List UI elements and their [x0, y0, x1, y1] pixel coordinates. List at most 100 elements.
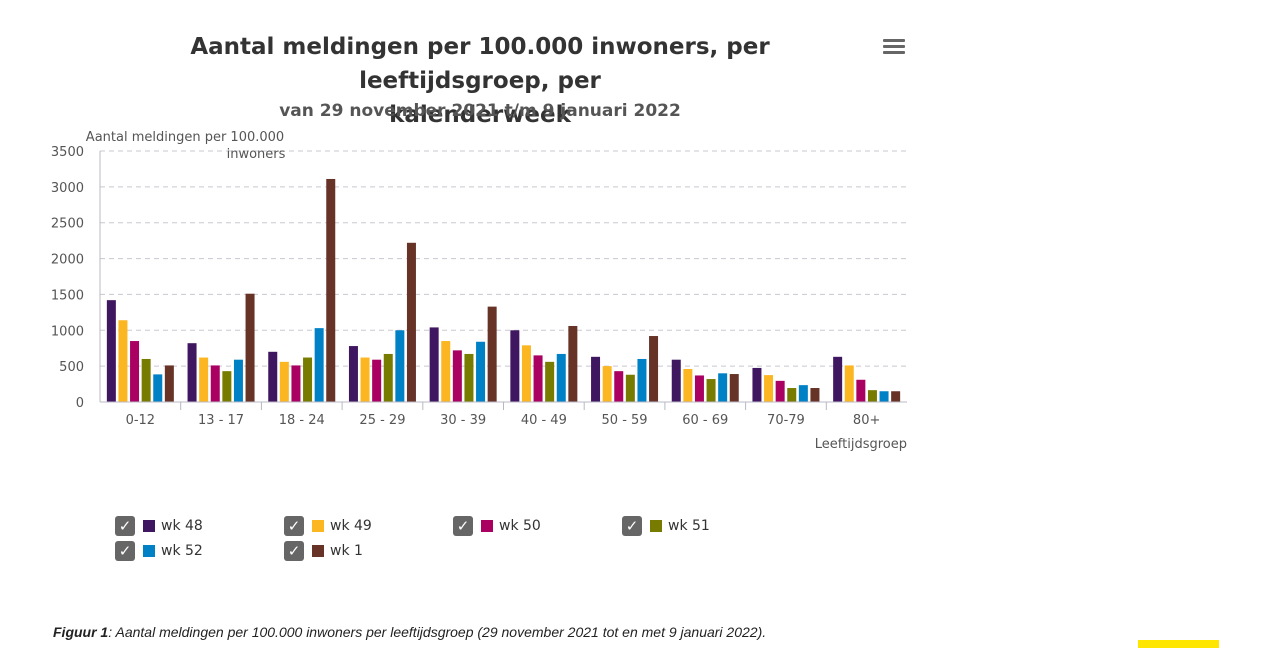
bar-wk1-0[interactable]: [164, 365, 174, 402]
bar-wk48-9[interactable]: [833, 356, 843, 402]
bar-wk49-9[interactable]: [844, 365, 854, 402]
bars: [106, 178, 901, 402]
bar-wk52-1[interactable]: [233, 359, 243, 402]
bar-wk52-0[interactable]: [153, 374, 163, 402]
hamburger-menu-icon: [883, 39, 905, 42]
bar-wk49-5[interactable]: [521, 345, 531, 402]
y-tick-label: 3500: [51, 145, 84, 160]
bar-wk52-6[interactable]: [637, 358, 647, 402]
bar-wk52-8[interactable]: [798, 385, 808, 402]
bar-wk52-7[interactable]: [718, 373, 728, 402]
bar-wk51-9[interactable]: [867, 390, 877, 402]
bar-wk50-4[interactable]: [452, 350, 462, 402]
x-axis-title: Leeftijdsgroep: [815, 437, 907, 452]
bar-wk1-2[interactable]: [326, 178, 336, 402]
bar-wk50-9[interactable]: [856, 379, 866, 402]
hamburger-menu-icon-line: [883, 51, 905, 54]
bar-wk51-0[interactable]: [141, 358, 151, 402]
legend-item-wk50[interactable]: ✓ wk 50: [453, 515, 541, 537]
bar-wk49-1[interactable]: [199, 357, 209, 402]
checkbox-checked-icon[interactable]: ✓: [284, 516, 304, 536]
bar-wk50-8[interactable]: [775, 380, 785, 402]
bar-wk50-2[interactable]: [291, 365, 301, 402]
bar-wk48-7[interactable]: [671, 359, 681, 402]
legend-label: wk 50: [499, 518, 541, 534]
checkbox-checked-icon[interactable]: ✓: [622, 516, 642, 536]
bar-wk50-7[interactable]: [694, 375, 704, 402]
bar-wk1-9[interactable]: [891, 391, 901, 402]
bar-wk52-2[interactable]: [314, 328, 324, 402]
chart-menu-button[interactable]: [880, 36, 908, 60]
bar-wk51-4[interactable]: [464, 353, 474, 402]
legend-item-wk1[interactable]: ✓ wk 1: [284, 540, 363, 562]
x-tick-label: 70-79: [767, 413, 805, 428]
checkbox-checked-icon[interactable]: ✓: [115, 516, 135, 536]
bar-wk50-3[interactable]: [372, 359, 382, 402]
bar-wk50-5[interactable]: [533, 355, 543, 402]
y-tick-label: 3000: [51, 181, 84, 196]
grid-lines: [100, 150, 907, 367]
bar-wk52-9[interactable]: [879, 391, 889, 402]
bar-wk49-8[interactable]: [764, 375, 774, 402]
bar-wk1-5[interactable]: [568, 325, 578, 402]
bar-wk52-3[interactable]: [395, 330, 405, 402]
caption-text: : Aantal meldingen per 100.000 inwoners …: [108, 624, 767, 640]
bar-wk1-3[interactable]: [406, 242, 416, 402]
bar-wk52-4[interactable]: [476, 341, 486, 402]
hamburger-menu-icon-line: [883, 45, 905, 48]
bar-wk49-7[interactable]: [683, 369, 693, 402]
x-tick-label: 80+: [853, 413, 880, 428]
bar-wk48-4[interactable]: [429, 327, 439, 402]
bar-wk1-8[interactable]: [810, 388, 820, 402]
y-tick-label: 1000: [51, 324, 84, 339]
x-tick-label: 18 - 24: [279, 413, 325, 428]
x-tick-label: 40 - 49: [521, 413, 567, 428]
bar-wk1-4[interactable]: [487, 306, 497, 402]
bar-wk51-1[interactable]: [222, 371, 232, 402]
x-tick-label: 25 - 29: [359, 413, 405, 428]
bar-wk48-0[interactable]: [106, 300, 116, 402]
bar-wk51-3[interactable]: [383, 353, 393, 402]
bar-wk48-8[interactable]: [752, 367, 762, 402]
y-axis-title-line-2: inwoners: [227, 147, 286, 162]
bar-wk50-6[interactable]: [614, 371, 624, 402]
x-tick-label: 50 - 59: [602, 413, 648, 428]
legend-swatch: [650, 520, 662, 532]
bar-wk1-1[interactable]: [245, 293, 255, 402]
bar-wk50-1[interactable]: [210, 365, 220, 402]
bar-wk48-6[interactable]: [591, 356, 601, 402]
bar-wk51-5[interactable]: [545, 361, 555, 402]
legend-item-wk51[interactable]: ✓ wk 51: [622, 515, 710, 537]
bar-wk50-0[interactable]: [130, 341, 140, 402]
bar-wk48-1[interactable]: [187, 343, 197, 402]
y-axis-title: Aantal meldingen per 100.000: [86, 130, 284, 145]
figure-caption: Figuur 1: Aantal meldingen per 100.000 i…: [53, 624, 766, 640]
bar-wk48-2[interactable]: [268, 351, 278, 402]
x-tick-label: 60 - 69: [682, 413, 728, 428]
bar-wk51-6[interactable]: [625, 374, 635, 402]
bar-wk49-2[interactable]: [279, 361, 289, 402]
legend-label: wk 48: [161, 518, 203, 534]
bar-wk48-3[interactable]: [348, 346, 358, 402]
legend-item-wk49[interactable]: ✓ wk 49: [284, 515, 372, 537]
checkbox-checked-icon[interactable]: ✓: [284, 541, 304, 561]
bar-wk49-3[interactable]: [360, 357, 370, 402]
bar-wk51-2[interactable]: [303, 357, 313, 402]
bar-wk1-6[interactable]: [649, 336, 659, 402]
bar-wk1-7[interactable]: [729, 374, 739, 402]
bar-wk48-5[interactable]: [510, 330, 520, 402]
y-tick-label: 0: [76, 396, 84, 411]
legend-item-wk48[interactable]: ✓ wk 48: [115, 515, 203, 537]
bar-wk49-0[interactable]: [118, 320, 128, 402]
checkbox-checked-icon[interactable]: ✓: [453, 516, 473, 536]
legend-item-wk52[interactable]: ✓ wk 52: [115, 540, 203, 562]
bar-wk51-8[interactable]: [787, 388, 797, 402]
bar-wk52-5[interactable]: [556, 353, 566, 402]
bar-wk51-7[interactable]: [706, 379, 716, 402]
checkbox-checked-icon[interactable]: ✓: [115, 541, 135, 561]
bar-wk49-6[interactable]: [602, 366, 612, 402]
bar-wk49-4[interactable]: [441, 341, 451, 402]
chart-title-line-2: kalenderweek: [389, 102, 571, 128]
legend-label: wk 49: [330, 518, 372, 534]
axes: 0 500 1000 1500 2000 2500 3000 3500 0-12 13 - 17 1…: [51, 145, 907, 428]
